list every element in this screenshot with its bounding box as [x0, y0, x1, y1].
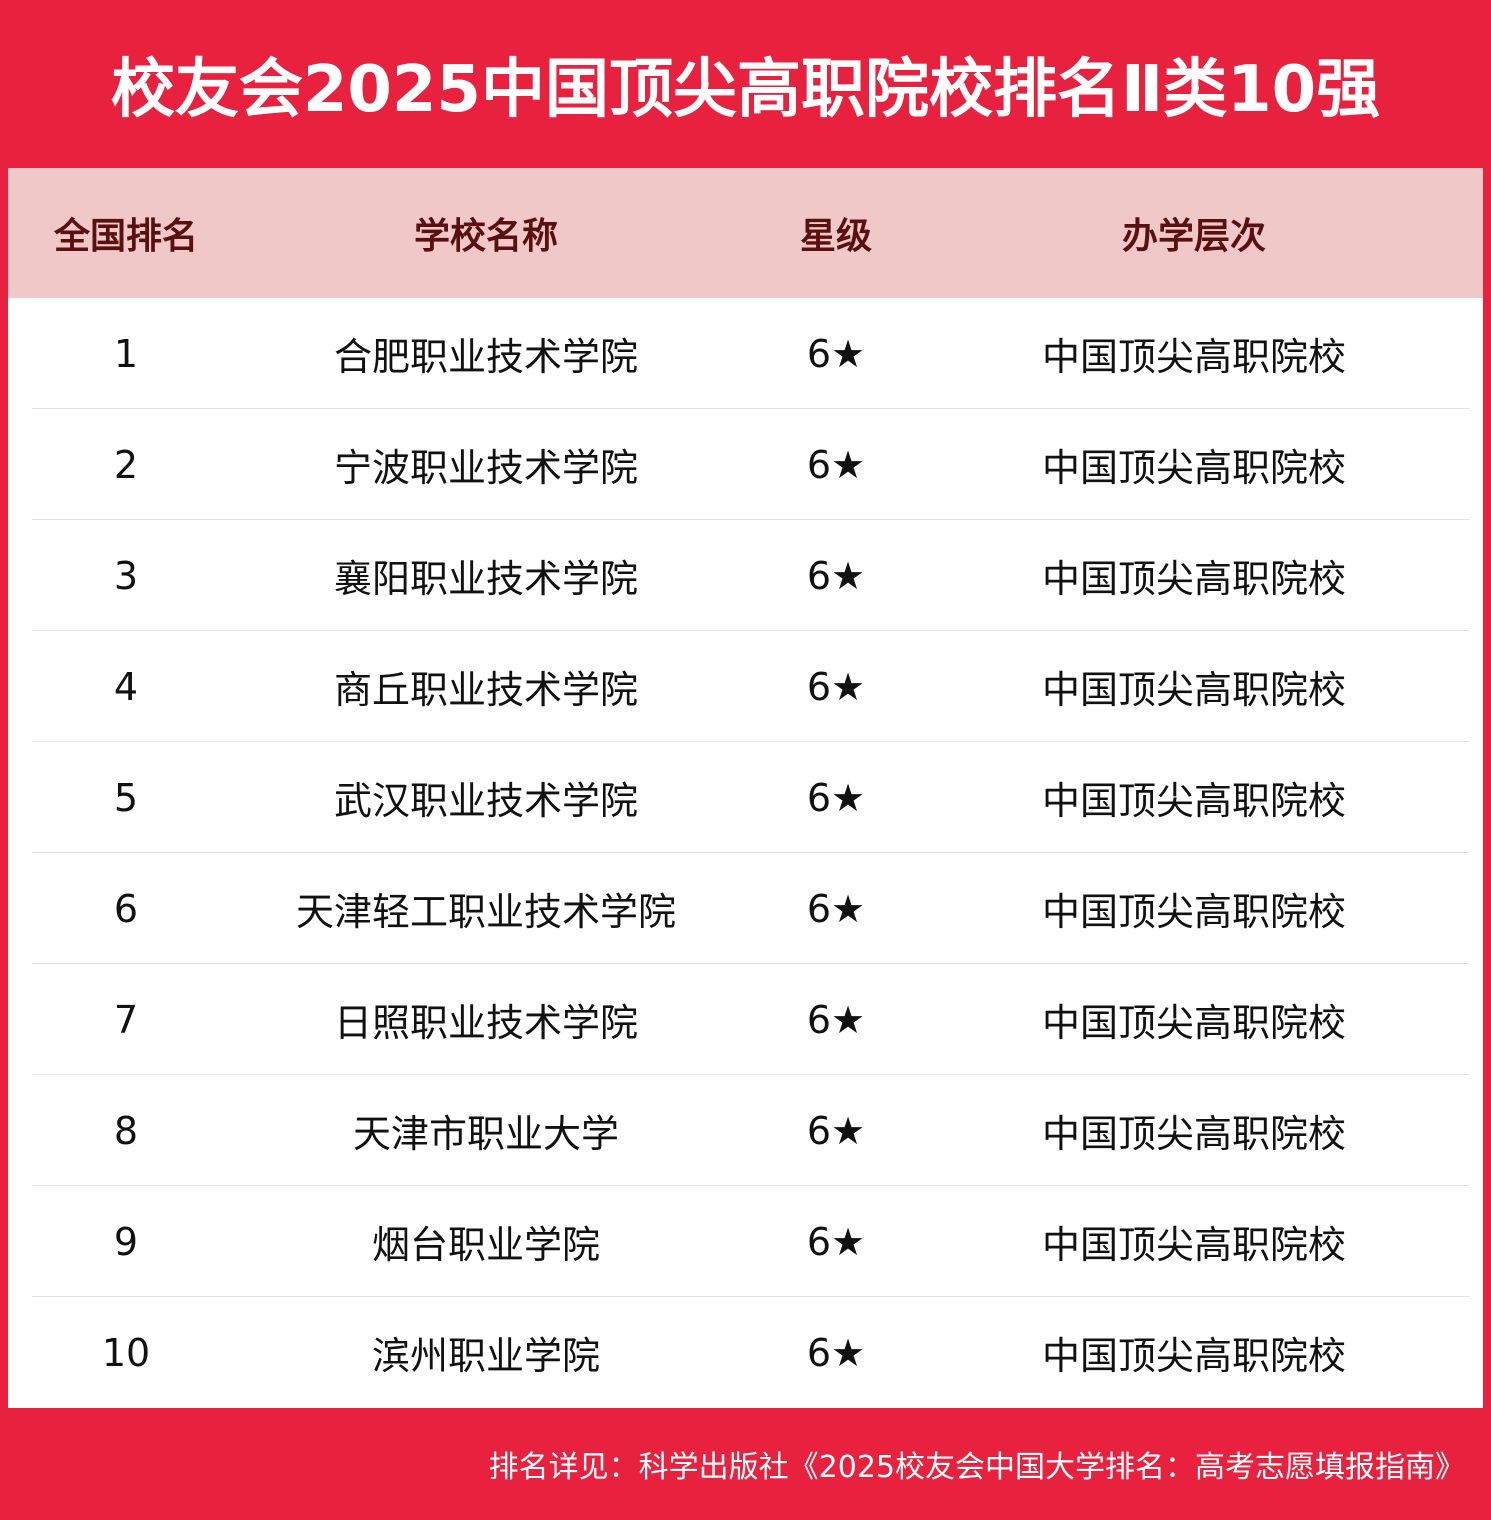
- level-cell: 中国顶尖高职院校: [1041, 1334, 1346, 1378]
- stars-cell: 6★: [806, 442, 866, 487]
- rank-cell: 1: [113, 331, 139, 376]
- row-divider: [32, 741, 1469, 742]
- rank-cell: 8: [113, 1108, 139, 1153]
- school-cell: 宁波职业技术学院: [333, 446, 638, 490]
- row-divider: [32, 1185, 1469, 1186]
- row-divider: [32, 963, 1469, 964]
- table-row: 5 武汉职业技术学院 6★ 中国顶尖高职院校: [8, 742, 1483, 853]
- rank-cell: 5: [113, 775, 139, 820]
- source-note: 排名详见：科学出版社《2025校友会中国大学排名：高考志愿填报指南》: [488, 1450, 1465, 1485]
- row-divider: [32, 852, 1469, 853]
- level-cell: 中国顶尖高职院校: [1041, 1223, 1346, 1267]
- rank-cell: 7: [113, 997, 139, 1042]
- stars-cell: 6★: [806, 664, 866, 709]
- row-divider: [32, 630, 1469, 631]
- level-cell: 中国顶尖高职院校: [1041, 446, 1346, 490]
- stars-cell: 6★: [806, 1219, 866, 1264]
- table-row: 2 宁波职业技术学院 6★ 中国顶尖高职院校: [8, 409, 1483, 520]
- stars-cell: 6★: [806, 331, 866, 376]
- rank-cell: 2: [113, 442, 139, 487]
- rank-cell: 10: [101, 1330, 151, 1375]
- level-cell: 中国顶尖高职院校: [1041, 557, 1346, 601]
- stars-cell: 6★: [806, 1108, 866, 1153]
- rank-cell: 4: [113, 664, 139, 709]
- school-cell: 日照职业技术学院: [333, 1001, 638, 1045]
- school-cell: 武汉职业技术学院: [333, 779, 638, 823]
- table-row: 8 天津市职业大学 6★ 中国顶尖高职院校: [8, 1075, 1483, 1186]
- stars-cell: 6★: [806, 553, 866, 598]
- level-cell: 中国顶尖高职院校: [1041, 335, 1346, 379]
- level-cell: 中国顶尖高职院校: [1041, 1001, 1346, 1045]
- stars-cell: 6★: [806, 775, 866, 820]
- school-cell: 天津市职业大学: [352, 1112, 619, 1156]
- school-cell: 襄阳职业技术学院: [333, 557, 638, 601]
- school-cell: 合肥职业技术学院: [333, 335, 638, 379]
- level-cell: 中国顶尖高职院校: [1041, 1112, 1346, 1156]
- table-row: 7 日照职业技术学院 6★ 中国顶尖高职院校: [8, 964, 1483, 1075]
- school-cell: 滨州职业学院: [371, 1334, 600, 1378]
- page-title: 校友会2025中国顶尖高职院校排名Ⅱ类10强: [110, 53, 1381, 127]
- row-divider: [32, 408, 1469, 409]
- table-row: 3 襄阳职业技术学院 6★ 中国顶尖高职院校: [8, 520, 1483, 631]
- table-row: 1 合肥职业技术学院 6★ 中国顶尖高职院校: [8, 298, 1483, 409]
- ranking-table: 全国排名 学校名称 星级 办学层次 1 合肥职业技术学院 6★ 中国顶尖高职院校…: [8, 168, 1483, 1408]
- stars-cell: 6★: [806, 886, 866, 931]
- row-divider: [32, 1296, 1469, 1297]
- stars-cell: 6★: [806, 997, 866, 1042]
- table-row: 4 商丘职业技术学院 6★ 中国顶尖高职院校: [8, 631, 1483, 742]
- table-row: 10 滨州职业学院 6★ 中国顶尖高职院校: [8, 1297, 1483, 1408]
- stars-cell: 6★: [806, 1330, 866, 1375]
- header-rank: 全国排名: [53, 216, 198, 257]
- rank-cell: 3: [113, 553, 139, 598]
- header-school-tier: 办学层次: [1121, 216, 1266, 257]
- table-header-row: 全国排名 学校名称 星级 办学层次: [8, 168, 1483, 298]
- level-cell: 中国顶尖高职院校: [1041, 779, 1346, 823]
- header-school-name: 学校名称: [413, 216, 558, 257]
- rank-cell: 6: [113, 886, 139, 931]
- level-cell: 中国顶尖高职院校: [1041, 668, 1346, 712]
- row-divider: [32, 519, 1469, 520]
- table-row: 9 烟台职业学院 6★ 中国顶尖高职院校: [8, 1186, 1483, 1297]
- level-cell: 中国顶尖高职院校: [1041, 890, 1346, 934]
- row-divider: [32, 1074, 1469, 1075]
- table-body: 1 合肥职业技术学院 6★ 中国顶尖高职院校 2 宁波职业技术学院 6★ 中国顶…: [8, 298, 1483, 1408]
- school-cell: 商丘职业技术学院: [333, 668, 638, 712]
- header-star-level: 星级: [799, 216, 872, 257]
- school-cell: 天津轻工职业技术学院: [295, 890, 676, 934]
- school-cell: 烟台职业学院: [371, 1223, 600, 1267]
- table-row: 6 天津轻工职业技术学院 6★ 中国顶尖高职院校: [8, 853, 1483, 964]
- rank-cell: 9: [113, 1219, 139, 1264]
